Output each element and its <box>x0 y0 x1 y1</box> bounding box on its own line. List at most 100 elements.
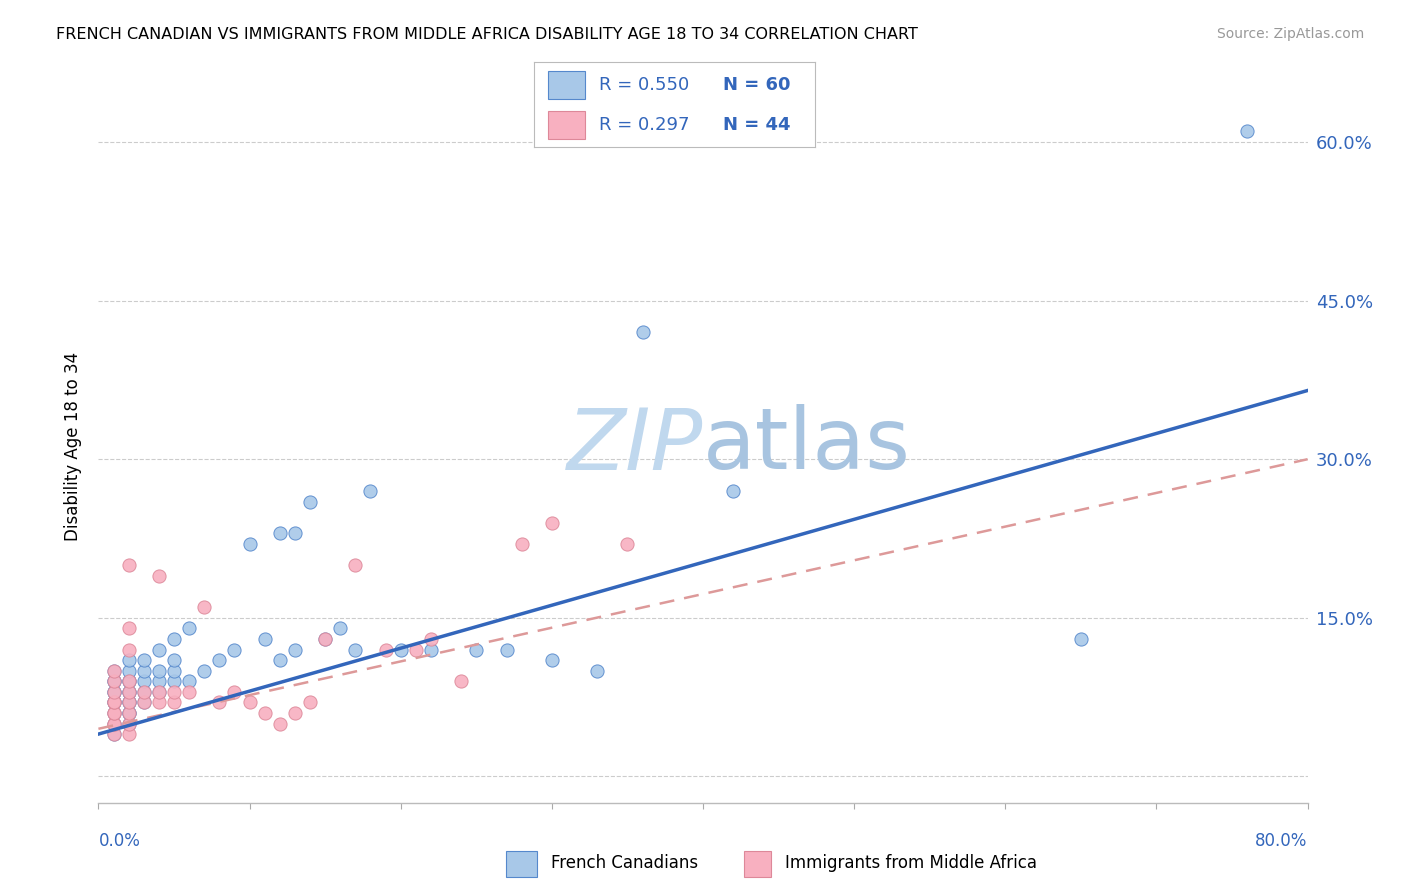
Point <box>118 674 141 689</box>
Point <box>208 653 231 667</box>
Point <box>118 642 141 657</box>
Point <box>103 716 125 731</box>
Point <box>193 600 215 615</box>
Point <box>179 674 201 689</box>
Point <box>179 621 201 635</box>
Point <box>420 632 443 646</box>
Point <box>118 716 141 731</box>
Point <box>103 674 125 689</box>
Point <box>118 558 141 572</box>
Point <box>224 685 246 699</box>
Point <box>118 695 141 709</box>
Point <box>148 674 170 689</box>
Text: N = 60: N = 60 <box>723 77 790 95</box>
Point <box>1236 124 1258 138</box>
Point <box>118 706 141 720</box>
Point <box>118 674 141 689</box>
Point <box>284 706 307 720</box>
Point <box>103 706 125 720</box>
Point <box>344 558 367 572</box>
Point <box>103 727 125 741</box>
Text: R = 0.550: R = 0.550 <box>599 77 689 95</box>
Point <box>148 664 170 678</box>
Point <box>329 621 352 635</box>
Point <box>103 674 125 689</box>
Point <box>616 537 638 551</box>
Point <box>103 695 125 709</box>
Point <box>239 695 262 709</box>
Point <box>208 695 231 709</box>
Point <box>148 685 170 699</box>
FancyBboxPatch shape <box>548 71 585 99</box>
Point <box>723 483 745 498</box>
Point <box>495 642 517 657</box>
Point <box>374 642 396 657</box>
Point <box>163 632 186 646</box>
Point <box>103 716 125 731</box>
Point <box>450 674 472 689</box>
Point <box>510 537 533 551</box>
Point <box>284 642 307 657</box>
Point <box>239 537 262 551</box>
Point <box>299 695 322 709</box>
Point <box>118 621 141 635</box>
Point <box>163 674 186 689</box>
Point <box>420 642 443 657</box>
Point <box>148 642 170 657</box>
Point <box>132 674 155 689</box>
Point <box>344 642 367 657</box>
Point <box>103 695 125 709</box>
Point <box>132 653 155 667</box>
Text: FRENCH CANADIAN VS IMMIGRANTS FROM MIDDLE AFRICA DISABILITY AGE 18 TO 34 CORRELA: FRENCH CANADIAN VS IMMIGRANTS FROM MIDDL… <box>56 27 918 42</box>
Point <box>118 685 141 699</box>
Text: R = 0.297: R = 0.297 <box>599 116 689 134</box>
Point <box>103 706 125 720</box>
Point <box>540 653 562 667</box>
Point <box>132 685 155 699</box>
Point <box>118 695 141 709</box>
Text: Source: ZipAtlas.com: Source: ZipAtlas.com <box>1216 27 1364 41</box>
Point <box>465 642 488 657</box>
Point <box>103 727 125 741</box>
Point <box>586 664 609 678</box>
Text: N = 44: N = 44 <box>723 116 790 134</box>
Point <box>299 494 322 508</box>
Point <box>118 674 141 689</box>
Point <box>163 653 186 667</box>
Point <box>148 568 170 582</box>
Point <box>103 685 125 699</box>
Text: 0.0%: 0.0% <box>98 832 141 850</box>
Point <box>132 695 155 709</box>
Point <box>163 695 186 709</box>
Point <box>314 632 336 646</box>
Point <box>103 685 125 699</box>
Point <box>103 664 125 678</box>
Point <box>118 653 141 667</box>
Point <box>148 695 170 709</box>
FancyBboxPatch shape <box>548 111 585 139</box>
Point <box>103 674 125 689</box>
Text: ZIP: ZIP <box>567 404 703 488</box>
Point <box>163 685 186 699</box>
Point <box>360 483 382 498</box>
Point <box>118 685 141 699</box>
Point <box>269 526 291 541</box>
Y-axis label: Disability Age 18 to 34: Disability Age 18 to 34 <box>65 351 83 541</box>
Point <box>405 642 427 657</box>
Point <box>631 326 654 340</box>
Text: French Canadians: French Canadians <box>551 854 697 872</box>
Point <box>103 695 125 709</box>
Point <box>118 685 141 699</box>
FancyBboxPatch shape <box>506 851 537 877</box>
Point <box>224 642 246 657</box>
Point <box>132 664 155 678</box>
Point <box>118 695 141 709</box>
Point <box>1070 632 1092 646</box>
Point <box>132 695 155 709</box>
Point <box>118 716 141 731</box>
Point <box>118 727 141 741</box>
Point <box>163 664 186 678</box>
Point <box>103 685 125 699</box>
Point <box>314 632 336 646</box>
Point <box>132 685 155 699</box>
